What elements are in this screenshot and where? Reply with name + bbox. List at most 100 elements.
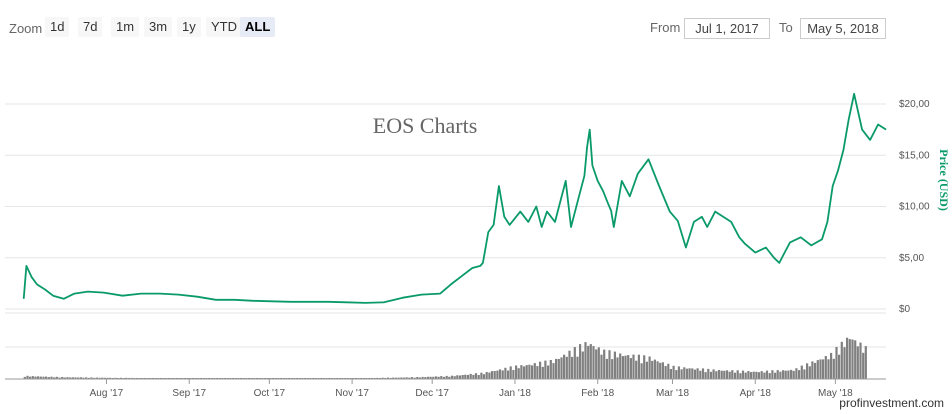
volume-bar bbox=[576, 356, 579, 379]
volume-bar bbox=[661, 362, 664, 379]
volume-bar bbox=[573, 347, 576, 379]
volume-bar bbox=[846, 337, 849, 379]
volume-bars bbox=[23, 337, 867, 379]
volume-bar bbox=[555, 358, 558, 379]
volume-bar bbox=[736, 370, 739, 379]
volume-bar bbox=[549, 360, 552, 379]
x-tick-label: Dec '17 bbox=[415, 388, 449, 399]
volume-bar bbox=[798, 370, 801, 379]
volume-bar bbox=[469, 373, 472, 379]
volume-bar bbox=[418, 377, 421, 379]
zoom-button-3m[interactable]: 3m bbox=[144, 17, 173, 37]
x-tick-label: Sep '17 bbox=[172, 388, 206, 399]
x-tick-label: Aug '17 bbox=[90, 388, 124, 399]
volume-bar bbox=[437, 376, 440, 379]
x-tick-label: Feb '18 bbox=[581, 388, 614, 399]
zoom-button-ytd[interactable]: YTD bbox=[206, 17, 242, 37]
zoom-button-1y[interactable]: 1y bbox=[177, 17, 201, 37]
volume-bar bbox=[760, 371, 763, 379]
volume-bar bbox=[600, 354, 603, 379]
volume-bar bbox=[768, 373, 771, 379]
volume-bar bbox=[784, 370, 787, 379]
zoom-button-1m[interactable]: 1m bbox=[111, 17, 140, 37]
zoom-button-7d[interactable]: 7d bbox=[78, 17, 103, 37]
volume-bar bbox=[851, 339, 854, 379]
volume-bar bbox=[466, 374, 470, 379]
volume-bar bbox=[733, 372, 737, 379]
volume-bar bbox=[456, 375, 459, 379]
volume-bar bbox=[482, 374, 486, 379]
volume-bar bbox=[69, 377, 72, 379]
volume-bar bbox=[680, 369, 683, 379]
volume-bar bbox=[693, 369, 697, 379]
volume-bar bbox=[616, 357, 619, 379]
from-label: From bbox=[650, 20, 681, 35]
volume-bar bbox=[579, 344, 582, 379]
volume-bar bbox=[101, 377, 104, 379]
volume-bar bbox=[723, 370, 726, 379]
volume-bar bbox=[581, 351, 584, 379]
volume-bar bbox=[402, 377, 405, 379]
volume-bar bbox=[659, 362, 662, 379]
volume-bar bbox=[592, 346, 595, 379]
volume-bar bbox=[675, 370, 678, 379]
price-gridlines bbox=[5, 103, 886, 348]
volume-bar bbox=[717, 370, 721, 379]
volume-bar bbox=[531, 365, 534, 379]
volume-bar bbox=[547, 365, 550, 379]
to-date-input[interactable]: May 5, 2018 bbox=[800, 18, 886, 39]
volume-bar bbox=[699, 370, 702, 379]
x-tick-label: Jan '18 bbox=[499, 388, 531, 399]
volume-bar bbox=[728, 371, 731, 379]
volume-bar bbox=[739, 373, 742, 379]
volume-bar bbox=[790, 369, 793, 379]
volume-bar bbox=[864, 346, 867, 379]
volume-bar bbox=[568, 350, 571, 379]
volume-bar bbox=[474, 373, 478, 379]
volume-bar bbox=[34, 376, 37, 379]
volume-bar bbox=[74, 377, 77, 379]
volume-bar bbox=[704, 372, 707, 379]
price-line bbox=[22, 92, 887, 304]
volume-bar bbox=[424, 377, 427, 379]
volume-bar bbox=[571, 356, 574, 379]
zoom-button-all[interactable]: ALL bbox=[240, 17, 276, 37]
volume-bar bbox=[125, 377, 128, 379]
volume-bar bbox=[624, 355, 627, 379]
volume-bar bbox=[421, 376, 424, 379]
volume-bar bbox=[560, 357, 563, 379]
volume-bar bbox=[640, 363, 643, 379]
volume-bar bbox=[669, 369, 672, 379]
volume-bar bbox=[824, 356, 827, 379]
volume-bar bbox=[493, 371, 496, 379]
zoom-button-1d[interactable]: 1d bbox=[45, 17, 70, 37]
volume-bar bbox=[95, 377, 98, 379]
volume-bar bbox=[685, 368, 689, 379]
y-tick-label: $0 bbox=[899, 304, 911, 315]
volume-bar bbox=[595, 349, 598, 379]
volume-bar bbox=[400, 377, 403, 379]
volume-bar bbox=[66, 377, 69, 379]
volume-bar bbox=[130, 377, 133, 379]
volume-bar bbox=[37, 376, 40, 379]
from-date-input[interactable]: Jul 1, 2017 bbox=[684, 18, 770, 39]
volume-bar bbox=[608, 350, 611, 379]
volume-bar bbox=[477, 375, 480, 379]
volume-bar bbox=[408, 377, 411, 379]
watermark-text: profinvestment.com bbox=[839, 396, 944, 410]
y-axis-label: Price (USD) bbox=[937, 149, 951, 211]
volume-bar bbox=[426, 376, 430, 379]
volume-bar bbox=[106, 377, 109, 379]
volume-bar bbox=[440, 376, 443, 379]
volume-bar bbox=[507, 370, 510, 379]
volume-bar bbox=[632, 354, 635, 379]
volume-bar bbox=[416, 377, 419, 379]
volume-bar bbox=[584, 342, 587, 379]
volume-bar bbox=[597, 347, 600, 379]
volume-bar bbox=[539, 361, 542, 379]
volume-bar bbox=[533, 363, 536, 379]
volume-bar bbox=[744, 372, 747, 379]
volume-bar bbox=[757, 372, 761, 379]
volume-bar bbox=[800, 365, 803, 379]
